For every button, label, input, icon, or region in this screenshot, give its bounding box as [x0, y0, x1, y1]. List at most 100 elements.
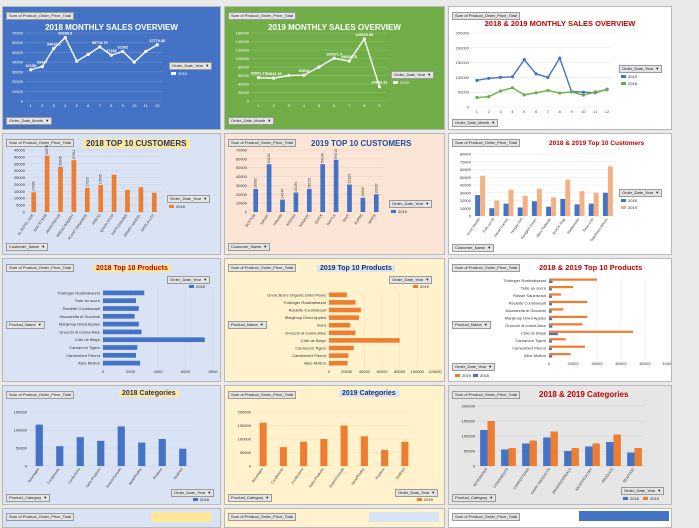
y-tick-label: 30000 [12, 69, 24, 74]
series-line [476, 56, 608, 94]
year-filter-button[interactable]: Order_Date_Year ▼ [391, 71, 435, 79]
year-filter-button[interactable]: Order_Date_Year ▼ [167, 195, 211, 203]
chart-panel-2019-monthly[interactable]: Sum of Product_Order_Price_Total 2019 MO… [224, 6, 445, 130]
bar [549, 325, 553, 328]
bar [320, 164, 326, 212]
year-filter-button[interactable]: Order_Date_Year ▼ [621, 487, 665, 495]
bar [293, 192, 299, 212]
x-tick-label: QUICK-Stop [552, 217, 566, 235]
year-filter-button[interactable]: Order_Date_Year ▼ [452, 363, 496, 371]
data-label: 146026.85 [355, 33, 373, 37]
value-field-button[interactable]: Sum of Product_Order_Price_Total [228, 513, 297, 521]
chart-panel-combined-products[interactable]: Sum of Product_Order_Price_Total 2018 & … [448, 258, 672, 382]
value-field-button[interactable]: Sum of Product_Order_Price_Total [228, 264, 297, 272]
customer-axis-field-button[interactable]: Customer_Name ▼ [6, 243, 49, 251]
value-field-button[interactable]: Sum of Product_Order_Price_Total [452, 12, 521, 20]
bar [329, 322, 351, 328]
data-point [581, 93, 586, 97]
value-field-button[interactable]: Sum of Product_Order_Price_Total [6, 391, 75, 399]
month-axis-field-button[interactable]: Order_Date_Month ▼ [6, 117, 53, 125]
customer-axis-field-button[interactable]: Customer_Name ▼ [452, 244, 495, 252]
year-filter-button[interactable]: Order_Date_Year ▼ [171, 489, 215, 497]
value-field-button[interactable]: Sum of Product_Order_Price_Total [228, 391, 297, 399]
category-label: Gnocchi di nonna Alice [59, 329, 100, 334]
bar [522, 443, 530, 466]
chart-panel-row5-c[interactable]: Sum of Product_Order_Price_Total [448, 508, 672, 528]
category-axis-field-button[interactable]: Product_Category ▼ [228, 494, 273, 502]
data-label: 19545 [99, 174, 103, 184]
data-label: 26153 [307, 178, 311, 188]
legend-2018: 2018 [171, 71, 187, 76]
chart-title: 2018 Top 10 Products [93, 265, 171, 272]
year-filter-button[interactable]: Order_Date_Year ▼ [395, 489, 439, 497]
bar [340, 425, 348, 466]
year-filter-button[interactable]: Order_Date_Year ▼ [619, 65, 663, 73]
year-filter-button[interactable]: Order_Date_Year ▼ [389, 276, 433, 284]
x-tick-label: ERNST [260, 213, 271, 226]
value-field-button[interactable]: Sum of Product_Order_Price_Total [6, 264, 75, 272]
chart-panel-2018-products[interactable]: Sum of Product_Order_Price_Total 2018 To… [2, 258, 221, 382]
data-point [256, 76, 261, 80]
y-tick-label: 40000 [14, 154, 26, 159]
x-tick-label: Beverages [251, 467, 264, 483]
value-field-button[interactable]: Sum of Product_Order_Price_Total [6, 513, 75, 521]
value-field-button[interactable]: Sum of Product_Order_Price_Total [228, 139, 297, 147]
year-filter-button[interactable]: Order_Date_Year ▼ [167, 276, 211, 284]
value-field-button[interactable]: Sum of Product_Order_Price_Total [6, 12, 75, 20]
data-label: 32845 [59, 156, 63, 166]
bar [179, 448, 187, 466]
bar-chart-2018-categories: 0 50000 100000 150000 Beverages Condiments Con… [14, 410, 193, 489]
data-point [498, 75, 503, 79]
value-field-button[interactable]: Sum of Product_Order_Price_Total [452, 139, 521, 147]
category-axis-field-button[interactable]: Product_Category ▼ [6, 494, 51, 502]
chart-panel-row5-a[interactable]: Sum of Product_Order_Price_Total [2, 508, 221, 528]
chart-panel-row5-b[interactable]: Sum of Product_Order_Price_Total [224, 508, 445, 528]
product-axis-field-button[interactable]: Product_Name ▼ [6, 321, 45, 329]
product-axis-field-button[interactable]: Product_Name ▼ [228, 321, 267, 329]
chart-panel-2019-products[interactable]: Sum of Product_Order_Price_Total 2019 To… [224, 258, 445, 382]
year-filter-button[interactable]: Order_Date_Year ▼ [169, 62, 213, 70]
x-tick-label: 120000 [428, 369, 442, 374]
chart-panel-2019-categories[interactable]: Sum of Product_Order_Price_Total 2019 Ca… [224, 385, 445, 505]
chart-panel-2018-categories[interactable]: Sum of Product_Order_Price_Total 2018 Ca… [2, 385, 221, 505]
x-tick-label: 3 [499, 109, 502, 114]
y-tick-label: 45000 [14, 148, 26, 153]
year-filter-button[interactable]: Order_Date_Year ▼ [389, 200, 433, 208]
category-label: Raclette Courdavault [63, 306, 101, 311]
y-tick-label: 150000 [456, 60, 470, 65]
category-axis-field-button[interactable]: Product_Category ▼ [452, 494, 497, 502]
y-tick-label: 60000 [238, 73, 250, 78]
series-line [258, 37, 381, 87]
year-filter-button[interactable]: Order_Date_Year ▼ [619, 189, 663, 197]
x-tick-label: 2 [488, 109, 491, 114]
chart-panel-2018-monthly[interactable]: Sum of Product_Order_Price_Total 2018 MO… [2, 6, 221, 130]
data-point [40, 64, 44, 69]
chart-panel-combined-customers[interactable]: Sum of Product_Order_Price_Total 2018 & … [448, 133, 672, 255]
bar [103, 329, 142, 335]
month-axis-field-button[interactable]: Order_Date_Month ▼ [452, 119, 499, 127]
bar [76, 437, 84, 466]
customer-axis-field-button[interactable]: Customer_Name ▼ [228, 243, 271, 251]
chart-panel-combined-monthly[interactable]: Sum of Product_Order_Price_Total 2018 & … [448, 6, 672, 130]
bar [592, 443, 600, 466]
bar [503, 203, 509, 216]
chart-panel-2019-customers[interactable]: Sum of Product_Order_Price_Total 2019 TO… [224, 133, 445, 255]
x-tick-label: 6 [333, 103, 336, 108]
value-field-button[interactable]: Sum of Product_Order_Price_Total [452, 513, 521, 521]
value-field-button[interactable]: Sum of Product_Order_Price_Total [452, 391, 521, 399]
x-tick-label: Grains/Cereals [105, 467, 122, 489]
chart-panel-2018-customers[interactable]: Sum of Product_Order_Price_Total 2018 TO… [2, 133, 221, 255]
data-point [377, 85, 382, 89]
data-point [317, 65, 321, 69]
data-label: 57779.88 [149, 39, 165, 43]
bar [103, 313, 135, 319]
month-axis-field-button[interactable]: Order_Date_Month ▼ [228, 117, 275, 125]
chart-panel-combined-categories[interactable]: Sum of Product_Order_Price_Total 2018 & … [448, 385, 672, 505]
data-point [487, 76, 491, 80]
value-field-button[interactable]: Sum of Product_Order_Price_Total [6, 139, 75, 147]
value-field-button[interactable]: Sum of Product_Order_Price_Total [452, 264, 521, 272]
x-tick-label: 4000 [154, 369, 164, 374]
product-axis-field-button[interactable]: Product_Name ▼ [452, 321, 491, 329]
bar [494, 200, 500, 216]
value-field-button[interactable]: Sum of Product_Order_Price_Total [228, 12, 297, 20]
